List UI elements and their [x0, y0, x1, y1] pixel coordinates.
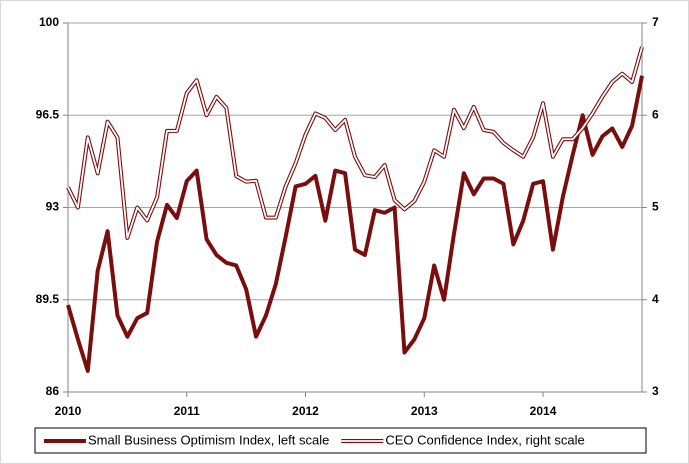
- y2-tick-label: 6: [652, 107, 659, 121]
- y2-tick-label: 4: [652, 292, 659, 306]
- x-tick-label: 2014: [530, 404, 557, 418]
- y-tick-label: 100: [39, 15, 59, 29]
- y2-tick-label: 7: [652, 15, 659, 29]
- y-tick-label: 89.5: [36, 292, 60, 306]
- x-tick-label: 2011: [174, 404, 200, 418]
- sbo-line: [66, 75, 644, 373]
- y2-tick-label: 5: [652, 200, 659, 214]
- legend-label: CEO Confidence Index, right scale: [385, 432, 584, 447]
- x-tick-label: 2012: [292, 404, 319, 418]
- x-tick-label: 2010: [55, 404, 82, 418]
- y-tick-label: 93: [46, 200, 60, 214]
- y2-tick-label: 3: [652, 384, 659, 398]
- y-tick-label: 86: [46, 384, 60, 398]
- y-tick-label: 96.5: [36, 107, 60, 121]
- legend-label: Small Business Optimism Index, left scal…: [88, 432, 329, 447]
- legend-box: [34, 427, 647, 454]
- ceo-line-inner: [67, 46, 643, 239]
- x-tick-label: 2013: [411, 404, 438, 418]
- legend: Small Business Optimism Index, left scal…: [34, 427, 647, 454]
